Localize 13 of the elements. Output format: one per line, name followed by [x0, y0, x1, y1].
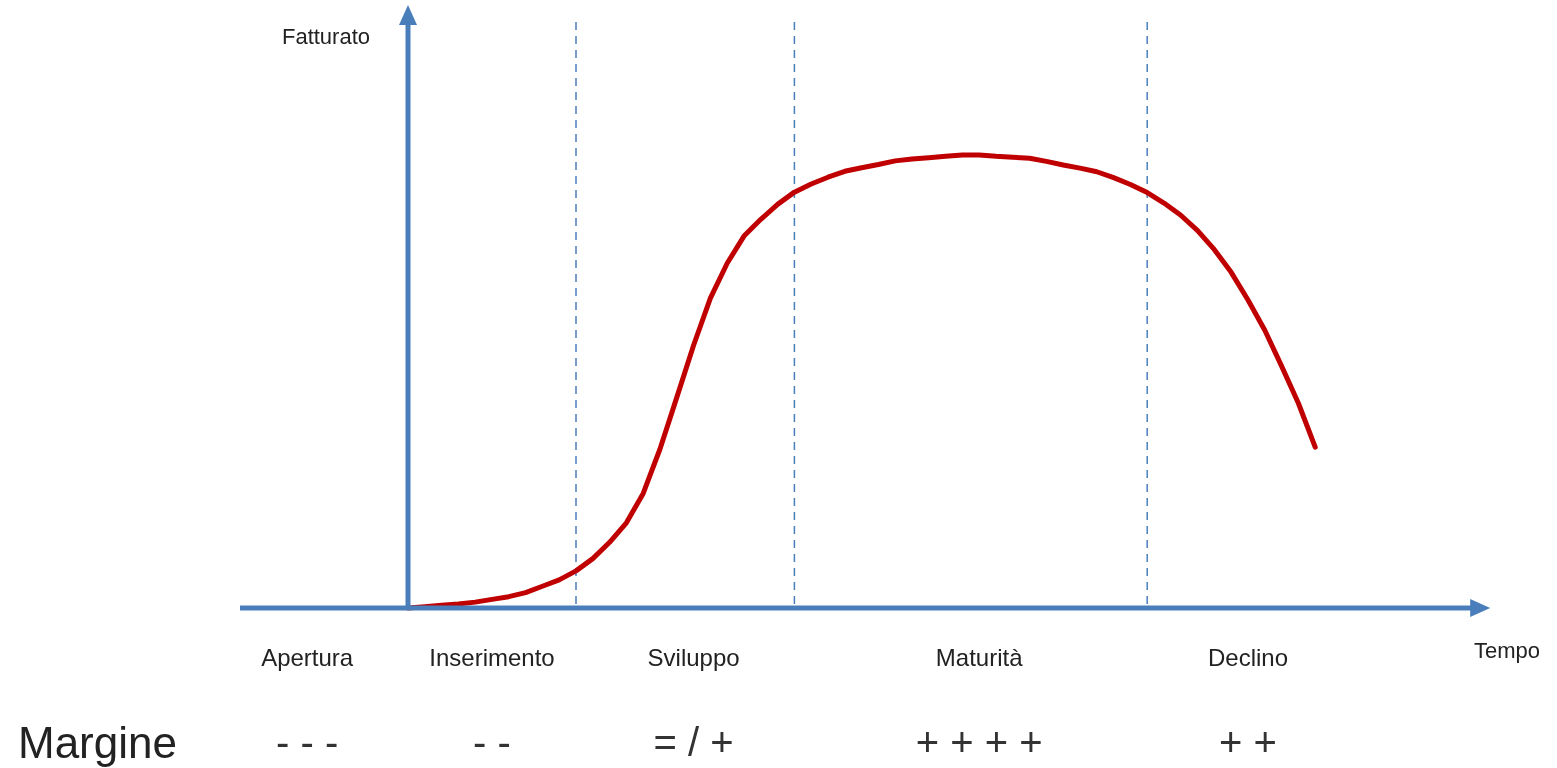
text: + + + + — [915, 720, 1043, 764]
text: Margine — [18, 718, 177, 767]
x-tick-label: Sviluppo — [647, 644, 740, 671]
text: + + — [1219, 720, 1277, 764]
x-axis-title: Tempo — [1473, 638, 1540, 663]
x-tick-label: Apertura — [261, 644, 354, 671]
text: - - — [473, 720, 511, 764]
y-axis-title: Fatturato — [281, 24, 370, 49]
x-tick-label: Inserimento — [429, 644, 555, 671]
text: - - - — [276, 720, 339, 764]
text: = / + — [653, 720, 734, 764]
x-tick-label: Declino — [1207, 644, 1289, 671]
x-tick-label: Maturità — [935, 644, 1024, 671]
